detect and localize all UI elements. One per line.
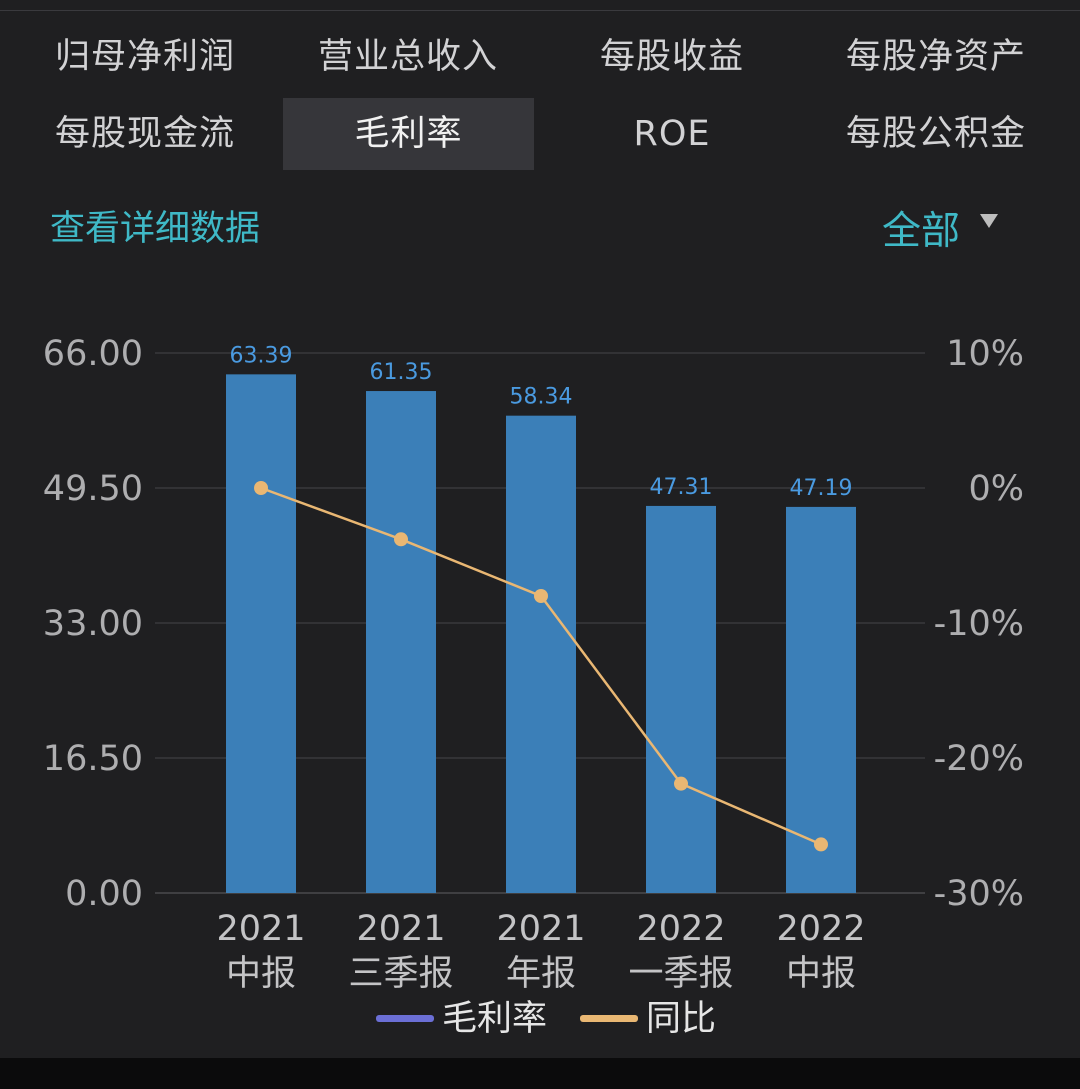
x-tick-label-year: 2022 [776, 909, 865, 949]
tab-net-profit[interactable]: 归母净利润 [54, 37, 235, 77]
left-tick-label: 0.00 [65, 874, 143, 914]
legend-label-gross-margin: 毛利率 [442, 999, 547, 1039]
x-tick-label-period: 中报 [226, 954, 296, 994]
bar-data-label: 58.34 [510, 385, 573, 410]
legend-swatch-gross-margin [376, 1015, 434, 1022]
x-tick-label-year: 2021 [216, 909, 305, 949]
yoy-point [674, 776, 688, 791]
legend-swatch-yoy [580, 1015, 638, 1022]
bar [226, 374, 296, 893]
x-tick-label-year: 2021 [496, 909, 585, 949]
bar-data-label: 63.39 [230, 343, 293, 368]
bar-data-label: 61.35 [370, 360, 433, 385]
view-detail-link[interactable]: 查看详细数据 [50, 209, 261, 249]
bar [786, 506, 856, 893]
caret-down-icon[interactable] [980, 214, 998, 228]
left-tick-label: 49.50 [43, 469, 143, 509]
right-tick-label: -30% [934, 874, 1024, 914]
tab-gross-margin[interactable]: 毛利率 [283, 98, 534, 170]
bottom-bar [0, 1058, 1080, 1089]
yoy-point [254, 481, 268, 495]
yoy-point [814, 837, 828, 852]
left-tick-label: 33.00 [43, 604, 143, 644]
bar-data-label: 47.19 [790, 476, 853, 501]
x-tick-label-period: 三季报 [348, 954, 453, 994]
bar [366, 391, 436, 893]
legend-label-yoy: 同比 [646, 999, 716, 1039]
right-tick-label: -10% [934, 604, 1024, 644]
right-tick-label: 0% [968, 469, 1024, 509]
x-tick-label-year: 2021 [356, 909, 445, 949]
gross-margin-chart: 66.00 49.50 33.00 16.50 0.00 10% 0% -10% -20% -30… [43, 334, 1024, 1039]
tab-cash-flow-per-share[interactable]: 每股现金流 [54, 114, 235, 154]
right-tick-label: -20% [934, 739, 1024, 779]
x-tick-label-period: 年报 [506, 954, 576, 994]
left-tick-label: 16.50 [43, 739, 143, 779]
yoy-point [394, 532, 408, 547]
bar [506, 415, 576, 893]
tab-eps[interactable]: 每股收益 [599, 37, 744, 77]
tab-bvps[interactable]: 每股净资产 [845, 37, 1026, 77]
right-tick-label: 10% [946, 334, 1024, 374]
bar-data-label: 47.31 [650, 475, 713, 500]
top-divider [0, 10, 1080, 11]
tab-reserve-per-share[interactable]: 每股公积金 [845, 114, 1026, 154]
range-select[interactable]: 全部 [882, 209, 961, 254]
x-tick-label-year: 2022 [636, 909, 725, 949]
yoy-point [534, 589, 548, 603]
x-tick-label-period: 中报 [786, 954, 856, 994]
left-tick-label: 66.00 [43, 334, 143, 374]
bar [646, 505, 716, 893]
tab-total-revenue[interactable]: 营业总收入 [317, 37, 498, 77]
tab-roe[interactable]: ROE [633, 114, 711, 154]
x-tick-label-period: 一季报 [628, 954, 733, 994]
